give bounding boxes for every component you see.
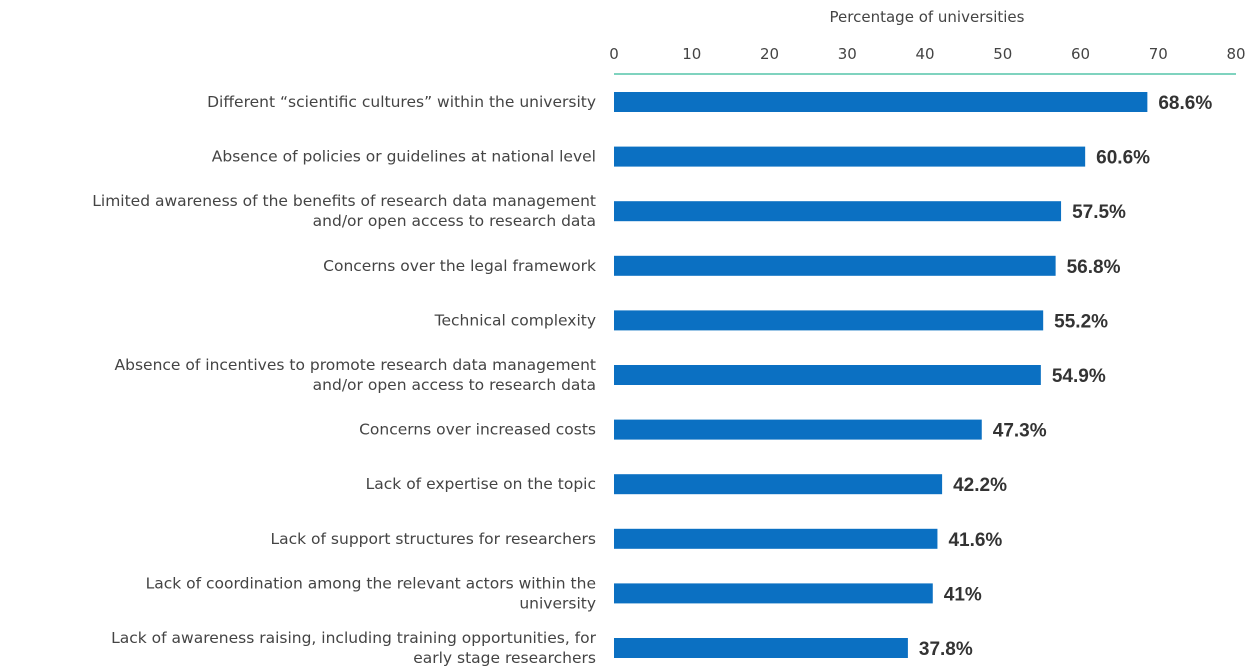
- category-label: Absence of policies or guidelines at nat…: [212, 148, 596, 166]
- x-tick-label: 50: [993, 45, 1012, 63]
- bar: [614, 583, 933, 604]
- bar: [614, 146, 1086, 167]
- bar: [614, 474, 943, 495]
- category-label: Concerns over increased costs: [359, 421, 596, 439]
- bar: [614, 365, 1041, 385]
- data-label: 41%: [944, 584, 982, 605]
- x-axis-title: Percentage of universities: [830, 8, 1025, 26]
- category-label: Lack of expertise on the topic: [366, 475, 596, 493]
- bar: [614, 310, 1044, 331]
- category-label: Technical complexity: [434, 311, 596, 329]
- data-label: 41.6%: [948, 530, 1002, 551]
- category-label: Lack of coordination among the relevant …: [146, 574, 596, 592]
- bar: [614, 528, 938, 549]
- x-tick-label: 70: [1149, 45, 1168, 63]
- bar: [614, 419, 982, 440]
- data-label: 42.2%: [953, 475, 1007, 496]
- category-label: university: [519, 594, 596, 612]
- category-label: Concerns over the legal framework: [323, 257, 596, 275]
- x-tick-label: 0: [609, 45, 619, 63]
- x-tick-label: 40: [915, 45, 934, 63]
- x-tick-label: 30: [838, 45, 857, 63]
- category-label: Lack of awareness raising, including tra…: [111, 629, 597, 647]
- category-labels: Different “scientific cultures” within t…: [92, 93, 596, 667]
- x-tick-label: 80: [1226, 45, 1245, 63]
- data-label: 37.8%: [919, 639, 973, 660]
- bar: [614, 255, 1056, 276]
- category-label: Absence of incentives to promote researc…: [115, 356, 596, 374]
- category-label: and/or open access to research data: [313, 212, 596, 230]
- category-label: Different “scientific cultures” within t…: [207, 93, 596, 111]
- category-label: Limited awareness of the benefits of res…: [92, 192, 596, 210]
- category-label: and/or open access to research data: [313, 376, 596, 394]
- x-tick-label: 10: [682, 45, 701, 63]
- bars-group: [614, 92, 1148, 658]
- bar: [614, 92, 1148, 112]
- bar: [614, 638, 908, 658]
- data-label: 68.6%: [1158, 93, 1212, 114]
- data-label: 60.6%: [1096, 148, 1150, 169]
- bar: [614, 201, 1062, 222]
- data-label: 54.9%: [1052, 366, 1106, 387]
- category-label: early stage researchers: [413, 649, 596, 667]
- data-label: 57.5%: [1072, 202, 1126, 223]
- value-labels: 68.6% 60.6% 57.5% 56.8% 55.2% 54.9% 47.3% 42.2%…: [919, 93, 1212, 660]
- x-axis-ticks: 0 10 20 30 40 50 60 70 80: [609, 45, 1245, 63]
- data-label: 55.2%: [1054, 311, 1108, 332]
- x-tick-label: 60: [1071, 45, 1090, 63]
- data-label: 47.3%: [993, 421, 1047, 442]
- data-label: 56.8%: [1067, 257, 1121, 278]
- category-label: Lack of support structures for researche…: [271, 530, 597, 548]
- x-tick-label: 20: [760, 45, 779, 63]
